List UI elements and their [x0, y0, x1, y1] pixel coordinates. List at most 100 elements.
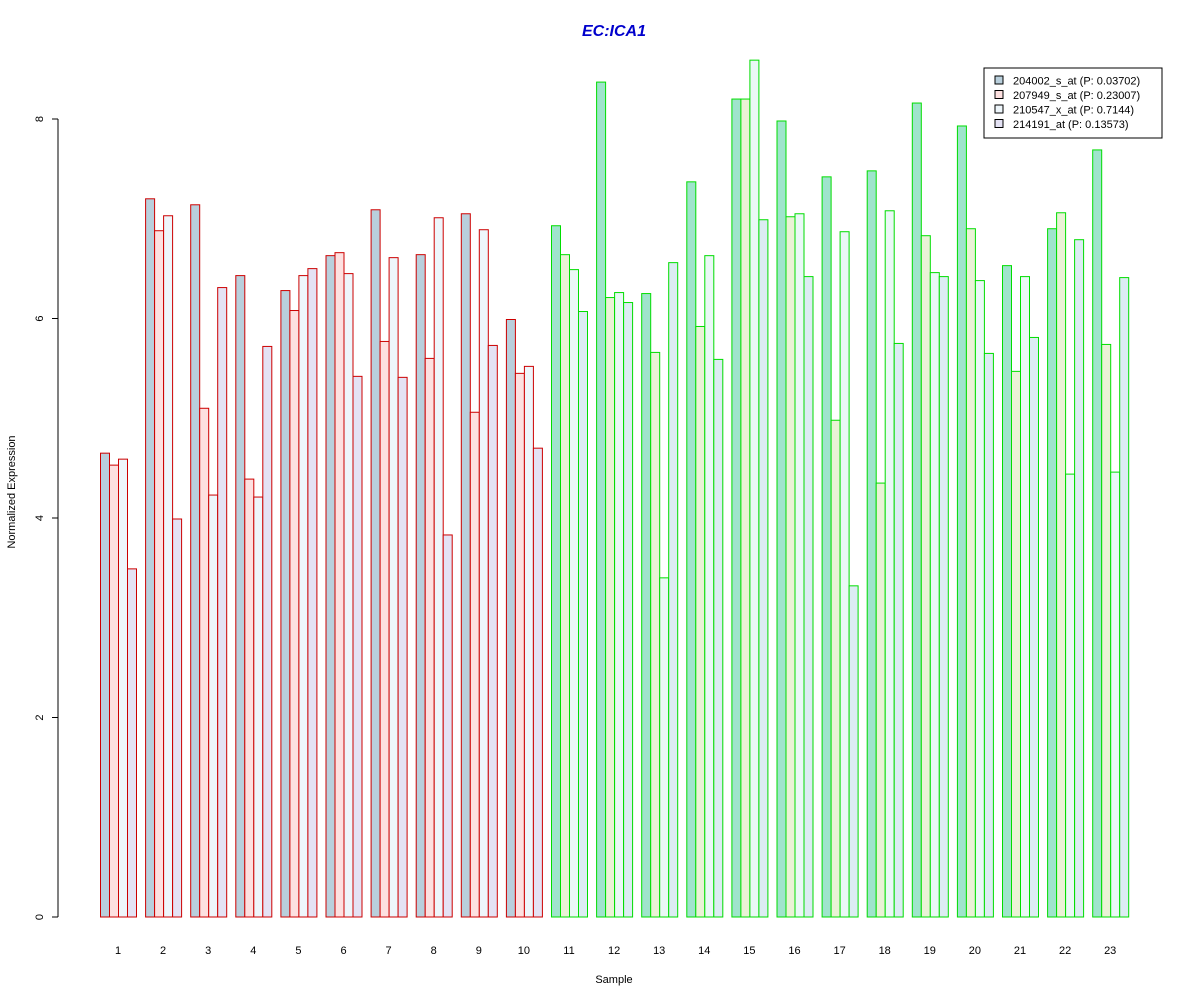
x-tick-label: 20: [969, 945, 981, 957]
bar-8-series-3: [433, 217, 444, 918]
bar-16-series-4: [803, 276, 814, 918]
bar-9-series-2: [469, 411, 480, 918]
bar-group-19: [911, 102, 949, 918]
bar-11-series-2: [560, 254, 570, 918]
x-tick-label: 4: [250, 945, 256, 957]
legend-entry: 207949_s_at (P: 0.23007): [1013, 90, 1140, 102]
x-tick-label: 21: [1014, 945, 1026, 957]
bar-10-series-2: [514, 372, 525, 918]
bar-17-series-3: [839, 231, 850, 918]
bar-group-15: [731, 59, 769, 918]
bar-19-series-1: [911, 102, 922, 918]
bar-12-series-2: [605, 297, 616, 918]
y-axis-label: Normalized Expression: [6, 435, 18, 548]
bar-16-series-1: [776, 120, 787, 918]
bar-10-series-3: [523, 365, 534, 918]
x-tick-label: 7: [386, 945, 392, 957]
bar-group-20: [956, 125, 994, 918]
x-tick-label: 18: [879, 945, 891, 957]
x-tick-label: 22: [1059, 945, 1071, 957]
x-tick-label: 9: [476, 945, 482, 957]
bar-14-series-2: [695, 325, 706, 918]
bar-group-1: [100, 452, 137, 918]
bar-3-series-1: [190, 204, 201, 918]
x-tick-label: 3: [205, 945, 211, 957]
x-tick-label: 8: [431, 945, 437, 957]
bar-13-series-2: [650, 351, 661, 918]
x-tick-label: 13: [653, 945, 665, 957]
bar-20-series-1: [956, 125, 967, 918]
bar-23-series-3: [1110, 471, 1121, 918]
y-tick-label: 8: [34, 116, 46, 122]
bar-20-series-2: [965, 228, 976, 918]
bar-13-series-4: [668, 262, 679, 918]
bar-group-23: [1092, 149, 1130, 918]
bar-2-series-3: [163, 215, 174, 918]
bar-group-3: [190, 204, 228, 918]
bar-19-series-2: [920, 235, 931, 918]
x-tick-label: 23: [1104, 945, 1116, 957]
bar-21-series-2: [1011, 370, 1021, 918]
bar-5-series-1: [280, 290, 291, 918]
bar-3-series-3: [208, 494, 219, 918]
bar-14-series-1: [686, 181, 697, 918]
bars-group: [100, 59, 1130, 918]
legend-entry: 204002_s_at (P: 0.03702): [1013, 76, 1140, 88]
bar-12-series-3: [614, 292, 625, 918]
bar-12-series-4: [623, 302, 634, 918]
bar-4-series-4: [262, 345, 273, 918]
bar-22-series-1: [1047, 228, 1058, 918]
bar-21-series-3: [1020, 276, 1030, 918]
bar-5-series-4: [307, 268, 318, 918]
bar-2-series-4: [172, 518, 183, 918]
bar-1-series-2: [109, 464, 119, 918]
bar-group-9: [460, 213, 498, 918]
bar-6-series-3: [343, 273, 354, 918]
bar-21-series-1: [1002, 265, 1012, 918]
legend-box: [983, 67, 1163, 139]
bar-group-7: [370, 209, 408, 918]
bar-4-series-2: [244, 478, 255, 918]
bar-22-series-4: [1074, 239, 1085, 918]
bar-15-series-4: [758, 219, 769, 918]
bar-1-series-1: [100, 452, 110, 918]
y-tick-label: 6: [34, 315, 46, 321]
bar-18-series-3: [884, 210, 895, 918]
bar-9-series-1: [460, 213, 471, 918]
x-tick-label: 15: [743, 945, 755, 957]
bar-group-22: [1047, 212, 1085, 918]
bar-14-series-3: [704, 255, 715, 918]
x-tick-label: 1: [115, 945, 121, 957]
bar-group-16: [776, 120, 814, 918]
y-tick-label: 0: [34, 914, 46, 920]
bar-4-series-3: [253, 496, 264, 918]
x-tick-label: 12: [608, 945, 620, 957]
bar-11-series-4: [578, 311, 588, 918]
bar-group-18: [866, 170, 904, 918]
bar-5-series-2: [289, 310, 300, 918]
bar-17-series-2: [830, 419, 841, 918]
bar-23-series-1: [1092, 149, 1103, 918]
x-axis-label: Sample: [595, 974, 632, 986]
bar-7-series-2: [379, 340, 390, 918]
bar-7-series-4: [397, 376, 408, 918]
bar-8-series-2: [424, 357, 435, 918]
legend-swatch: [994, 75, 1004, 85]
bar-group-10: [505, 318, 543, 918]
legend-swatch: [994, 90, 1004, 99]
y-tick-label: 4: [34, 515, 46, 521]
bar-15-series-1: [731, 98, 742, 918]
bar-17-series-4: [848, 585, 859, 918]
bar-group-5: [280, 268, 318, 918]
bar-4-series-1: [235, 275, 246, 918]
x-tick-label: 6: [340, 945, 346, 957]
bar-2-series-1: [145, 198, 156, 918]
x-tick-label: 11: [563, 945, 574, 957]
bar-10-series-4: [532, 447, 543, 918]
bar-3-series-4: [217, 287, 228, 918]
bar-2-series-2: [154, 230, 165, 918]
bar-group-13: [641, 262, 679, 918]
bar-6-series-4: [352, 375, 363, 918]
bar-14-series-4: [713, 358, 724, 918]
